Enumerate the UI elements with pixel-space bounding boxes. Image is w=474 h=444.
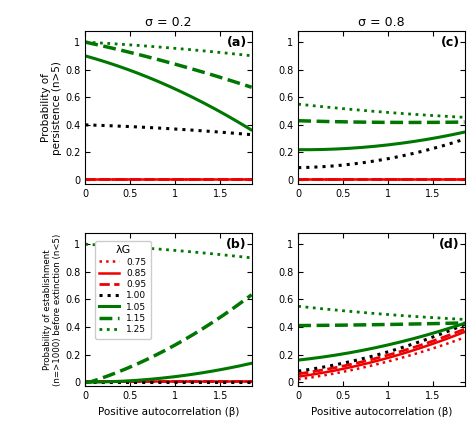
Text: (a): (a)	[227, 36, 246, 49]
Title: σ = 0.2: σ = 0.2	[145, 16, 191, 28]
Text: (c): (c)	[440, 36, 459, 49]
X-axis label: Positive autocorrelation (β): Positive autocorrelation (β)	[98, 407, 239, 417]
Text: (d): (d)	[439, 238, 459, 251]
X-axis label: Positive autocorrelation (β): Positive autocorrelation (β)	[310, 407, 452, 417]
Y-axis label: Probability of
persistence (n>5): Probability of persistence (n>5)	[41, 61, 62, 155]
Title: σ = 0.8: σ = 0.8	[358, 16, 405, 28]
Y-axis label: Probability of establishment
(n=>1000) before extinction (n<5): Probability of establishment (n=>1000) b…	[43, 234, 62, 386]
Legend: 0.75, 0.85, 0.95, 1.00, 1.05, 1.15, 1.25: 0.75, 0.85, 0.95, 1.00, 1.05, 1.15, 1.25	[95, 241, 151, 339]
Text: (b): (b)	[226, 238, 246, 251]
